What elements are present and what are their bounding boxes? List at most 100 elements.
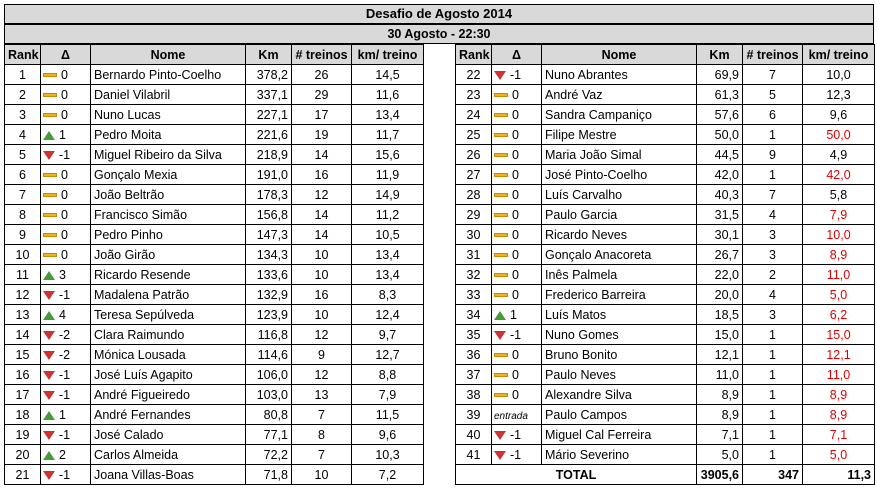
- delta-cell: entrada: [491, 404, 542, 425]
- rank-cell: 4: [4, 124, 41, 145]
- arrow-up-icon: [43, 450, 55, 460]
- rank-cell: 19: [4, 424, 41, 445]
- rank-cell: 12: [4, 284, 41, 305]
- rank-cell: 15: [4, 344, 41, 365]
- km-per-treino-cell: 5,8: [802, 184, 875, 205]
- arrow-down-icon: [43, 370, 55, 380]
- runner-name: Sandra Campaniço: [541, 104, 697, 125]
- col-header-treinos: # treinos: [742, 44, 803, 65]
- table-row: 33 0 Frederico Barreira 20,0 4 5,0: [455, 284, 875, 305]
- treinos-cell: 19: [291, 124, 352, 145]
- runner-name: Miguel Cal Ferreira: [541, 424, 697, 445]
- km-per-treino-cell: 4,9: [802, 144, 875, 165]
- km-per-treino-cell: 8,9: [802, 244, 875, 265]
- delta-value: -1: [59, 287, 71, 302]
- treinos-cell: 10: [291, 244, 352, 265]
- runner-name: Ricardo Resende: [90, 264, 246, 285]
- runner-name: Pedro Pinho: [90, 224, 246, 245]
- treinos-cell: 10: [291, 264, 352, 285]
- delta-value: 0: [512, 107, 519, 122]
- delta-value: 4: [59, 307, 66, 322]
- rank-cell: 29: [455, 204, 492, 225]
- col-header-name: Nome: [541, 44, 697, 65]
- rank-cell: 37: [455, 364, 492, 385]
- km-per-treino-cell: 13,4: [351, 244, 424, 265]
- rank-cell: 5: [4, 144, 41, 165]
- table-row: 25 0 Filipe Mestre 50,0 1 50,0: [455, 124, 875, 145]
- no-change-icon: [494, 133, 508, 138]
- delta-cell: 4: [40, 304, 91, 325]
- no-change-icon: [494, 353, 508, 358]
- delta-value: 0: [512, 207, 519, 222]
- delta-cell: 0: [491, 104, 542, 125]
- ranking-body-right: 22 -1 Nuno Abrantes 69,9 7 10,0 23 0 André Vaz 61…: [455, 64, 875, 465]
- treinos-cell: 14: [291, 144, 352, 165]
- delta-value: entrada: [494, 410, 528, 422]
- delta-cell: 0: [40, 184, 91, 205]
- table-row: 6 0 Gonçalo Mexia 191,0 16 11,9: [4, 164, 424, 185]
- delta-cell: 0: [40, 204, 91, 225]
- km-cell: 26,7: [696, 244, 743, 265]
- delta-value: 1: [510, 307, 517, 322]
- table-row: 18 1 André Fernandes 80,8 7 11,5: [4, 404, 424, 425]
- arrow-down-icon: [43, 430, 55, 440]
- col-header-km-per-treino: km/ treino: [351, 44, 424, 65]
- runner-name: João Beltrão: [90, 184, 246, 205]
- runner-name: Filipe Mestre: [541, 124, 697, 145]
- arrow-down-icon: [43, 150, 55, 160]
- rank-cell: 38: [455, 384, 492, 405]
- km-cell: 123,9: [245, 304, 292, 325]
- col-header-rank: Rank: [455, 44, 492, 65]
- delta-cell: 0: [491, 144, 542, 165]
- delta-value: -1: [59, 367, 71, 382]
- runner-name: André Vaz: [541, 84, 697, 105]
- rank-cell: 6: [4, 164, 41, 185]
- arrow-down-icon: [494, 450, 506, 460]
- km-cell: 40,3: [696, 184, 743, 205]
- delta-value: 0: [61, 167, 68, 182]
- delta-value: 0: [61, 247, 68, 262]
- no-change-icon: [43, 93, 57, 98]
- rank-cell: 1: [4, 64, 41, 85]
- km-per-treino-cell: 11,7: [351, 124, 424, 145]
- delta-cell: 0: [491, 244, 542, 265]
- runner-name: Clara Raimundo: [90, 324, 246, 345]
- rank-cell: 16: [4, 364, 41, 385]
- runner-name: Maria João Simal: [541, 144, 697, 165]
- km-per-treino-cell: 12,4: [351, 304, 424, 325]
- km-cell: 72,2: [245, 444, 292, 465]
- delta-cell: -1: [491, 444, 542, 465]
- arrow-down-icon: [494, 70, 506, 80]
- delta-cell: 0: [491, 184, 542, 205]
- km-cell: 20,0: [696, 284, 743, 305]
- km-per-treino-cell: 14,5: [351, 64, 424, 85]
- delta-value: 0: [512, 347, 519, 362]
- km-per-treino-cell: 10,3: [351, 444, 424, 465]
- table-row: 1 0 Bernardo Pinto-Coelho 378,2 26 14,5: [4, 64, 424, 85]
- km-per-treino-cell: 5,0: [802, 284, 875, 305]
- km-per-treino-cell: 9,6: [351, 424, 424, 445]
- arrow-down-icon: [43, 330, 55, 340]
- rank-cell: 23: [455, 84, 492, 105]
- col-header-treinos: # treinos: [291, 44, 352, 65]
- treinos-cell: 1: [742, 324, 803, 345]
- table-row: 20 2 Carlos Almeida 72,2 7 10,3: [4, 444, 424, 465]
- treinos-cell: 8: [291, 424, 352, 445]
- treinos-cell: 1: [742, 124, 803, 145]
- table-row: 7 0 João Beltrão 178,3 12 14,9: [4, 184, 424, 205]
- delta-cell: 0: [491, 124, 542, 145]
- km-cell: 218,9: [245, 144, 292, 165]
- delta-value: 0: [61, 207, 68, 222]
- arrow-down-icon: [43, 470, 55, 480]
- runner-name: Gonçalo Mexia: [90, 164, 246, 185]
- rank-cell: 40: [455, 424, 492, 445]
- delta-cell: 1: [40, 124, 91, 145]
- table-row: 35 -1 Nuno Gomes 15,0 1 15,0: [455, 324, 875, 345]
- km-per-treino-cell: 13,4: [351, 264, 424, 285]
- table-row: 26 0 Maria João Simal 44,5 9 4,9: [455, 144, 875, 165]
- runner-name: Nuno Lucas: [90, 104, 246, 125]
- table-row: 34 1 Luís Matos 18,5 3 6,2: [455, 304, 875, 325]
- delta-cell: -1: [40, 384, 91, 405]
- delta-cell: 0: [40, 64, 91, 85]
- delta-cell: 0: [491, 84, 542, 105]
